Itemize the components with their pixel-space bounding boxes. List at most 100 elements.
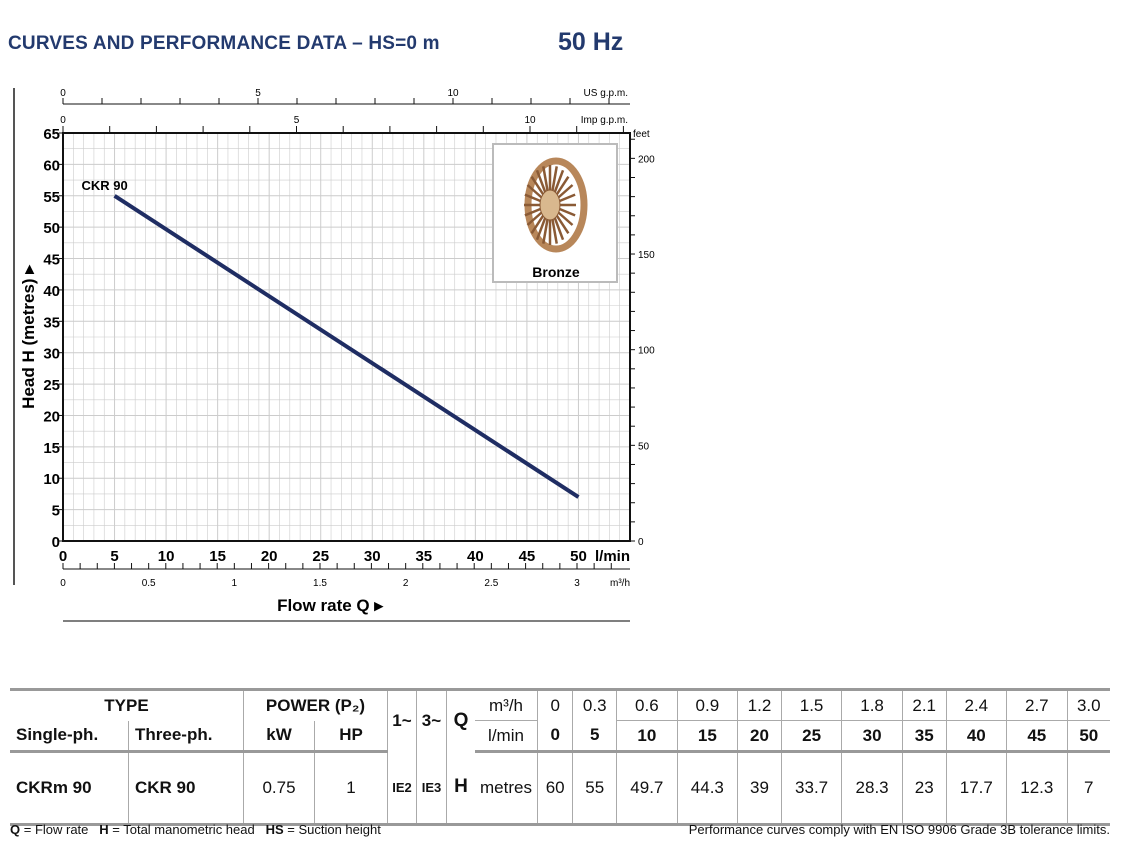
- page-title: CURVES AND PERFORMANCE DATA – HS=0 m: [8, 33, 440, 54]
- q-def: = Flow rate: [20, 822, 100, 837]
- m3h-tick-label: 2.5: [484, 578, 498, 589]
- usgpm-tick-label: 10: [447, 88, 459, 99]
- hp-header: HP: [314, 720, 388, 753]
- three-ph-model: CKR 90: [128, 751, 244, 826]
- impeller-blade: [558, 193, 576, 203]
- h-abbr: H: [99, 822, 109, 837]
- hs-abbr: HS: [265, 822, 284, 837]
- y-tick-label: 0: [52, 534, 60, 551]
- lmin-value: 40: [945, 720, 1007, 753]
- impgpm-tick-label: 0: [60, 115, 66, 126]
- head-value: 17.7: [945, 751, 1007, 826]
- impeller-blade: [551, 166, 558, 192]
- q-header: Q: [446, 688, 475, 752]
- y-tick-label: 65: [43, 126, 60, 143]
- impeller-blade: [524, 207, 542, 217]
- lmin-value: 50: [1066, 720, 1110, 753]
- x-tick-label: 25: [312, 548, 329, 565]
- head-value: 7: [1066, 751, 1110, 826]
- feet-tick-label: 100: [638, 346, 655, 357]
- impeller-blade: [556, 211, 574, 226]
- frequency-label: 50 Hz: [558, 28, 624, 56]
- m3h-value: 1.5: [780, 688, 842, 721]
- y-tick-label: 30: [43, 346, 60, 363]
- impeller-blade: [555, 176, 570, 196]
- hp-value: 1: [314, 751, 388, 826]
- impgpm-tick-label: 5: [294, 115, 300, 126]
- y-tick-label: 50: [43, 220, 60, 237]
- tolerance-note: Performance curves comply with EN ISO 99…: [688, 822, 1110, 837]
- m3h-tick-label: 0: [60, 578, 66, 589]
- kw-header: kW: [243, 720, 315, 753]
- y-tick-label: 10: [43, 471, 60, 488]
- m3h-value: 0.6: [616, 688, 678, 721]
- metres-unit: metres: [475, 751, 538, 826]
- x-tick-label: 40: [467, 548, 484, 565]
- y-tick-label: 35: [43, 314, 60, 331]
- impeller-hub: [539, 189, 561, 221]
- head-value: 28.3: [841, 751, 903, 826]
- type-header: TYPE: [10, 688, 244, 721]
- m3h-value: 2.1: [901, 688, 947, 721]
- m3h-value: 2.7: [1006, 688, 1068, 721]
- m3h-value: 0.3: [572, 688, 617, 721]
- x-tick-label: 20: [261, 548, 278, 565]
- head-value: 55: [572, 751, 617, 826]
- lmin-unit: l/min: [475, 720, 538, 753]
- ph3-header: 3~: [416, 688, 447, 752]
- impeller-blade: [535, 216, 547, 241]
- head-value: 49.7: [616, 751, 678, 826]
- x-tick-label: 0: [59, 548, 67, 565]
- usgpm-unit-label: US g.p.m.: [584, 88, 628, 99]
- series-line-ckr-90: [113, 194, 580, 499]
- m3h-tick-label: 1.5: [313, 578, 327, 589]
- ie-single: IE2: [387, 751, 417, 826]
- head-value: 12.3: [1006, 751, 1068, 826]
- hs-def: = Suction height: [283, 822, 381, 837]
- impeller-blade: [535, 169, 547, 194]
- m3h-unit: m³/h: [475, 688, 538, 721]
- single-ph-model: CKRm 90: [10, 751, 129, 826]
- x-unit-label: l/min: [595, 548, 630, 565]
- feet-tick-label: 150: [638, 250, 655, 261]
- ph1-header: 1~: [387, 688, 417, 752]
- kw-value: 0.75: [243, 751, 315, 826]
- ie-three: IE3: [416, 751, 447, 826]
- impeller-blade: [556, 184, 574, 199]
- impeller-blade: [555, 214, 570, 234]
- x-axis-label: Flow rate Q ▸: [277, 596, 384, 615]
- y-tick-label: 25: [43, 377, 60, 394]
- y-axis-label: Head H (metres) ▸: [19, 264, 38, 409]
- feet-tick-label: 0: [638, 537, 644, 548]
- feet-unit-label: feet: [633, 129, 650, 140]
- lmin-value: 10: [616, 720, 678, 753]
- lmin-value: 30: [841, 720, 903, 753]
- m3h-tick-label: 3: [574, 578, 580, 589]
- impeller-blade: [551, 218, 558, 244]
- m3h-value: 0: [536, 688, 573, 721]
- lmin-value: 0: [536, 720, 573, 753]
- head-value: 39: [737, 751, 782, 826]
- impeller-blade: [526, 211, 544, 226]
- impgpm-tick-label: 10: [524, 115, 536, 126]
- lmin-value: 15: [676, 720, 738, 753]
- lmin-value: 5: [572, 720, 617, 753]
- y-tick-label: 20: [43, 408, 60, 425]
- power-header: POWER (P₂): [243, 688, 388, 721]
- y-tick-label: 5: [52, 503, 60, 520]
- lmin-value: 20: [737, 720, 782, 753]
- m3h-value: 2.4: [945, 688, 1007, 721]
- three-ph-header: Three-ph.: [128, 720, 244, 753]
- y-tick-label: 15: [43, 440, 60, 457]
- x-tick-label: 35: [415, 548, 432, 565]
- h-def: = Total manometric head: [108, 822, 266, 837]
- m3h-tick-label: 0.5: [142, 578, 156, 589]
- plot-frame: [62, 132, 631, 542]
- x-tick-label: 15: [209, 548, 226, 565]
- series-label: CKR 90: [82, 178, 128, 193]
- head-value: 60: [536, 751, 573, 826]
- feet-tick-label: 200: [638, 154, 655, 165]
- impeller-blade: [530, 214, 545, 234]
- m3h-value: 1.2: [737, 688, 782, 721]
